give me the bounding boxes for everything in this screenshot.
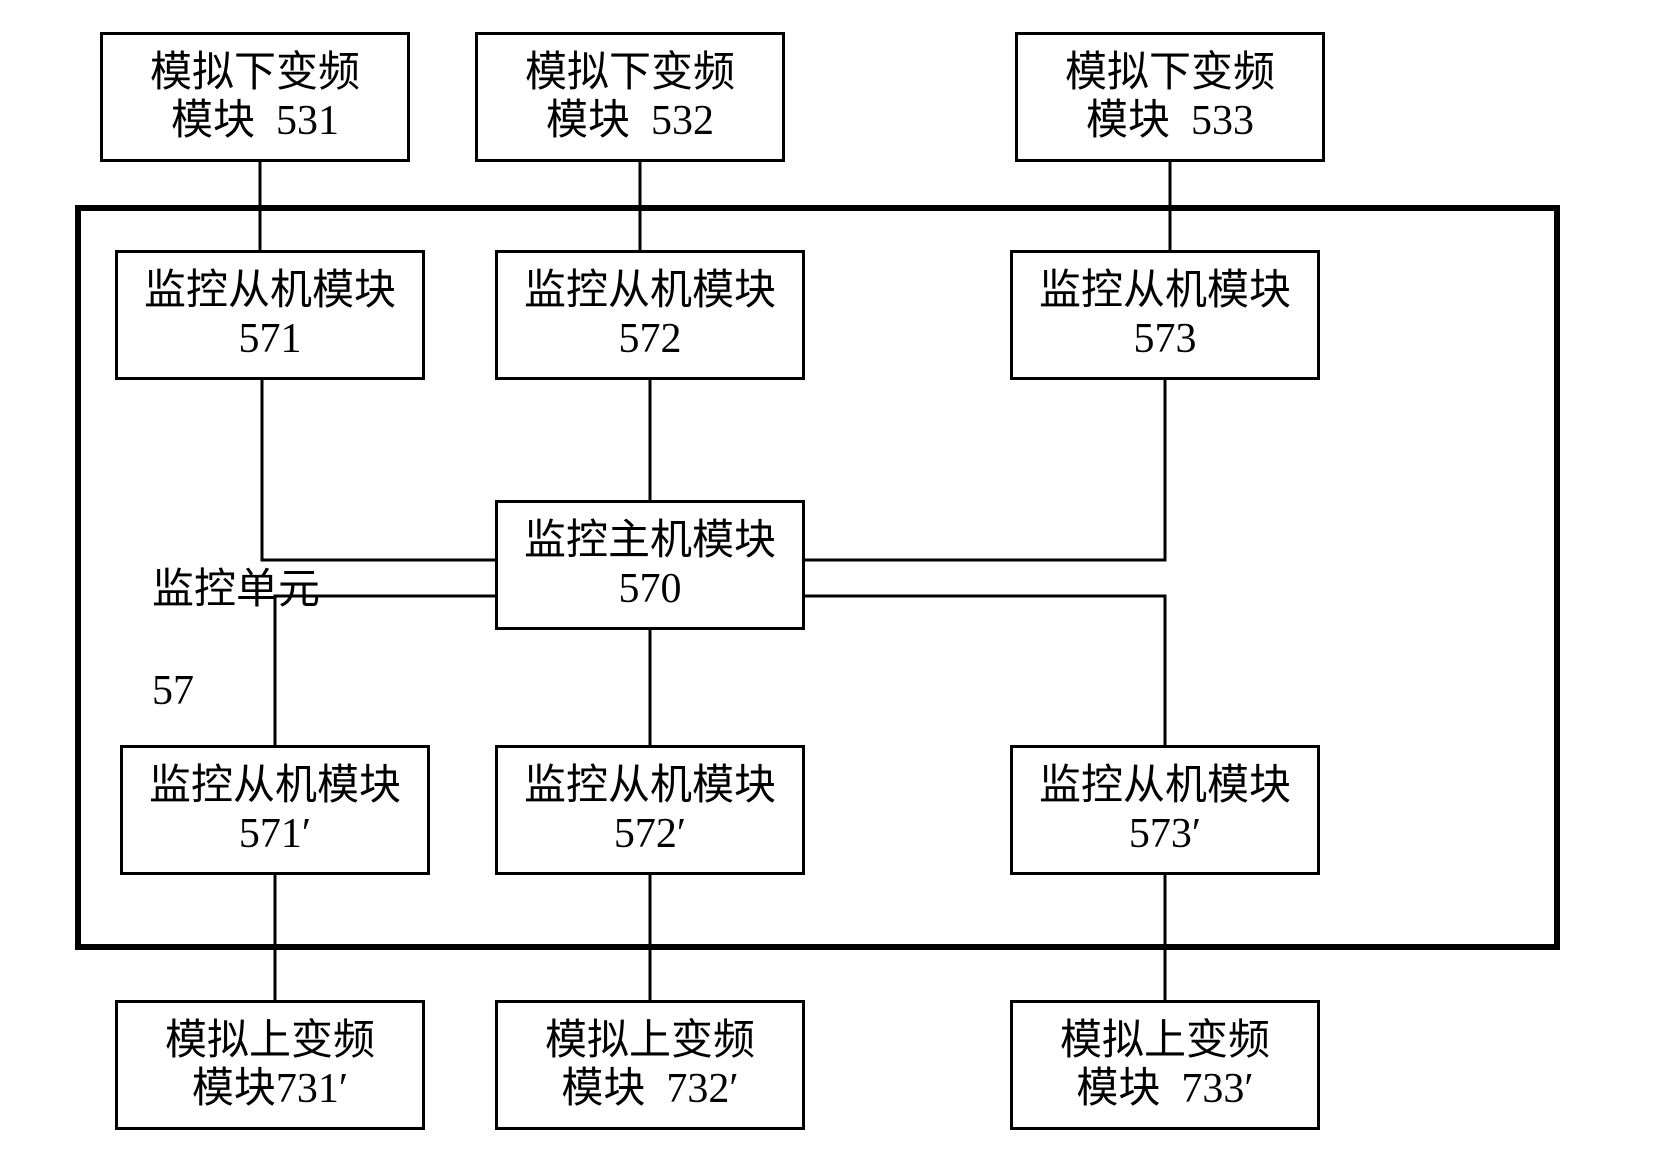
node-label: 模块 733′ — [1076, 1065, 1253, 1113]
node-label: 模拟上变频 — [1060, 1017, 1270, 1065]
node-label: 模拟下变频 — [1065, 49, 1275, 97]
node-u2: 模拟上变频 模块 732′ — [495, 1000, 805, 1130]
node-t3: 模拟下变频 模块 533 — [1015, 32, 1325, 162]
node-u3: 模拟上变频 模块 733′ — [1010, 1000, 1320, 1130]
unit-label: 监控单元 57 — [110, 515, 320, 767]
node-label: 监控从机模块 — [144, 267, 396, 315]
node-label: 监控从机模块 — [524, 762, 776, 810]
node-label: 模拟下变频 — [150, 49, 360, 97]
node-label: 模拟上变频 — [165, 1017, 375, 1065]
node-label: 模拟下变频 — [525, 49, 735, 97]
node-label: 模块 533 — [1086, 97, 1254, 145]
node-b2: 监控从机模块 572′ — [495, 745, 805, 875]
node-m0: 监控主机模块 570 — [495, 500, 805, 630]
node-label: 573 — [1134, 315, 1197, 363]
node-s3: 监控从机模块 573 — [1010, 250, 1320, 380]
node-label: 573′ — [1129, 810, 1201, 858]
node-label: 572 — [619, 315, 682, 363]
node-label: 模块 531 — [171, 97, 339, 145]
node-label: 监控从机模块 — [1039, 762, 1291, 810]
node-s1: 监控从机模块 571 — [115, 250, 425, 380]
node-label: 监控从机模块 — [524, 267, 776, 315]
node-b3: 监控从机模块 573′ — [1010, 745, 1320, 875]
node-label: 模拟上变频 — [545, 1017, 755, 1065]
node-label: 监控从机模块 — [149, 762, 401, 810]
node-label: 监控主机模块 — [524, 517, 776, 565]
node-label: 模块 732′ — [561, 1065, 738, 1113]
node-label: 模块731′ — [192, 1065, 348, 1113]
node-label: 572′ — [614, 810, 686, 858]
node-label: 571 — [239, 315, 302, 363]
node-label: 模块 532 — [546, 97, 714, 145]
node-t2: 模拟下变频 模块 532 — [475, 32, 785, 162]
diagram-canvas: 模拟下变频 模块 531 模拟下变频 模块 532 模拟下变频 模块 533 监… — [0, 0, 1668, 1168]
node-t1: 模拟下变频 模块 531 — [100, 32, 410, 162]
node-u1: 模拟上变频 模块731′ — [115, 1000, 425, 1130]
unit-label-line: 57 — [152, 668, 194, 714]
unit-label-line: 监控单元 — [152, 567, 320, 613]
node-label: 监控从机模块 — [1039, 267, 1291, 315]
node-s2: 监控从机模块 572 — [495, 250, 805, 380]
node-label: 570 — [619, 565, 682, 613]
node-label: 571′ — [239, 810, 311, 858]
